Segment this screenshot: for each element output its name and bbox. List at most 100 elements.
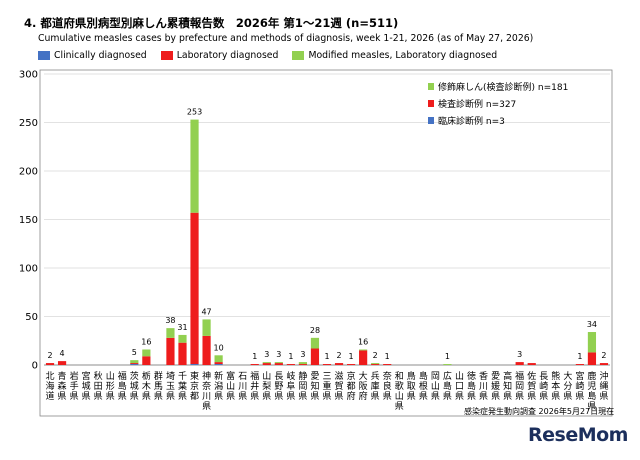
bar-segment bbox=[575, 364, 584, 365]
bar-segment bbox=[130, 364, 139, 365]
chart-title: 4. 都道府県別病型別麻しん累積報告数 2026年 第1～21週 (n=511) bbox=[24, 16, 399, 30]
x-category-label: 山口県 bbox=[455, 371, 464, 402]
top-legend: Clinically diagnosed Laboratory diagnose… bbox=[38, 50, 497, 61]
x-category-label: 福島県 bbox=[118, 370, 127, 402]
x-category-label: 和歌山県 bbox=[395, 371, 404, 412]
x-category-label: 青森県 bbox=[58, 370, 67, 402]
x-category-label: 静岡県 bbox=[298, 370, 307, 402]
x-category-label: 千葉県 bbox=[178, 371, 187, 402]
grid-lines bbox=[44, 73, 610, 366]
y-tick-label: 100 bbox=[19, 264, 38, 275]
x-category-label: 山形県 bbox=[106, 371, 115, 402]
bar-segment bbox=[45, 363, 55, 365]
x-category-label: 石川県 bbox=[238, 372, 247, 402]
x-category-label: 沖縄県 bbox=[599, 370, 608, 402]
x-category-label: 福井県 bbox=[250, 370, 259, 402]
total-label: 3 bbox=[276, 350, 281, 359]
legend-swatch-laboratory bbox=[160, 51, 173, 60]
bar-segment bbox=[599, 363, 609, 365]
bar-segment bbox=[274, 362, 283, 364]
total-label: 1 bbox=[252, 352, 257, 361]
bar-segment bbox=[587, 332, 597, 353]
bar-segment bbox=[371, 364, 380, 365]
x-category-label: 岡山県 bbox=[431, 371, 440, 402]
y-tick-label: 0 bbox=[32, 361, 38, 372]
x-category-label: 兵庫県 bbox=[371, 370, 380, 402]
y-axis-ticks: 0 50 100 150 200 250 300 bbox=[19, 70, 38, 372]
total-label: 3 bbox=[300, 350, 305, 359]
x-category-label: 大分県 bbox=[563, 370, 572, 402]
inner-legend-label: 臨床診断例 n=3 bbox=[438, 115, 505, 127]
y-tick-label: 150 bbox=[19, 215, 38, 226]
x-category-label: 奈良県 bbox=[383, 370, 392, 402]
x-category-label: 埼玉県 bbox=[166, 370, 175, 402]
bar-segment bbox=[262, 362, 271, 364]
total-label: 34 bbox=[587, 320, 597, 329]
bar-segment bbox=[274, 363, 283, 365]
x-category-label: 鳥取県 bbox=[407, 370, 416, 402]
bar-segment bbox=[166, 328, 175, 338]
total-label: 2 bbox=[601, 351, 606, 360]
total-label: 1 bbox=[324, 352, 329, 361]
bar-segment bbox=[383, 364, 392, 365]
bar-segment bbox=[190, 212, 199, 365]
bar-segment bbox=[202, 319, 211, 336]
total-label: 253 bbox=[187, 108, 202, 117]
legend-item-modified: Modified measles, Laboratory diagnosed bbox=[292, 50, 497, 61]
x-category-label: 新潟県 bbox=[214, 370, 223, 402]
total-label: 1 bbox=[445, 352, 450, 361]
x-category-label: 福岡県 bbox=[515, 370, 524, 402]
bar-segment bbox=[515, 362, 524, 365]
x-category-label: 三重県 bbox=[322, 372, 331, 402]
total-label: 3 bbox=[264, 350, 269, 359]
bar-segment bbox=[202, 335, 211, 365]
inner-legend: 修飾麻しん(検査診断例) n=181 検査診断例 n=327 臨床診断例 n=3 bbox=[428, 81, 568, 127]
x-category-label: 岩手県 bbox=[70, 370, 79, 402]
bar-segment bbox=[190, 119, 199, 213]
bar-segment bbox=[322, 364, 332, 365]
brand-logo: ReseMom bbox=[528, 424, 628, 446]
x-category-label: 愛知県 bbox=[310, 370, 319, 402]
x-category-label: 熊本県 bbox=[551, 370, 560, 402]
x-category-label: 滋賀県 bbox=[335, 370, 344, 402]
bar-segment bbox=[298, 364, 308, 365]
total-label: 2 bbox=[336, 351, 341, 360]
bar-segment bbox=[443, 364, 452, 365]
bar-segment bbox=[166, 337, 175, 365]
x-category-label: 香川県 bbox=[479, 371, 488, 402]
x-category-label: 茨城県 bbox=[130, 370, 139, 402]
inner-legend-label: 検査診断例 n=327 bbox=[438, 98, 516, 110]
x-category-label: 山梨県 bbox=[262, 371, 271, 402]
total-label: 1 bbox=[288, 352, 293, 361]
bar-segment bbox=[359, 349, 368, 351]
total-label: 31 bbox=[177, 323, 187, 332]
y-tick-label: 50 bbox=[25, 312, 38, 323]
bar-segment bbox=[57, 361, 67, 365]
bar-segment bbox=[130, 360, 139, 364]
x-axis-categories: 北海道青森県岩手県宮城県秋田県山形県福島県茨城県栃木県群馬県埼玉県千葉県東京都神… bbox=[46, 370, 609, 412]
total-label: 3 bbox=[517, 350, 522, 359]
x-category-label: 高知県 bbox=[503, 370, 512, 402]
x-category-label: 神奈川県 bbox=[202, 370, 211, 412]
legend-label-modified: Modified measles, Laboratory diagnosed bbox=[308, 50, 498, 61]
bar-segment bbox=[298, 362, 308, 365]
bar-segment bbox=[587, 352, 597, 365]
bar-segment bbox=[286, 364, 295, 365]
x-category-label: 広島県 bbox=[443, 370, 452, 402]
y-tick-label: 200 bbox=[19, 167, 38, 178]
x-category-label: 京都府 bbox=[347, 370, 356, 402]
x-category-label: 大阪府 bbox=[359, 370, 368, 402]
x-category-label: 佐賀県 bbox=[527, 370, 536, 402]
x-category-label: 愛媛県 bbox=[491, 370, 500, 402]
total-label: 2 bbox=[47, 351, 52, 360]
x-category-label: 北海道 bbox=[46, 371, 55, 402]
bar-segment bbox=[142, 349, 151, 357]
x-category-label: 徳島県 bbox=[467, 370, 476, 402]
y-tick-label: 250 bbox=[19, 118, 38, 129]
total-label: 1 bbox=[577, 352, 582, 361]
x-category-label: 富山県 bbox=[226, 370, 235, 402]
plot-area-frame bbox=[39, 69, 613, 417]
bar-segment bbox=[214, 355, 223, 363]
inner-legend-label: 修飾麻しん(検査診断例) n=181 bbox=[438, 81, 568, 93]
